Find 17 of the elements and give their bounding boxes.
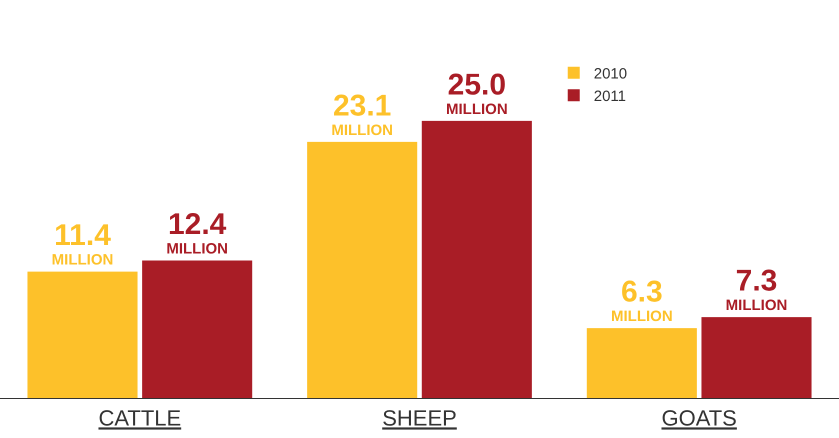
bar bbox=[701, 317, 812, 398]
bar bbox=[142, 260, 252, 398]
bar bbox=[27, 272, 138, 398]
x-tick-label: SHEEP bbox=[382, 405, 457, 430]
bar bbox=[422, 120, 532, 398]
legend-label: 2011 bbox=[594, 88, 626, 106]
data-label: 7.3 MILLION bbox=[726, 264, 788, 314]
bar bbox=[586, 328, 697, 398]
data-label: 23.1 MILLION bbox=[331, 89, 393, 139]
data-label: 6.3 MILLION bbox=[611, 276, 673, 326]
data-label: 25.0 MILLION bbox=[446, 68, 508, 118]
legend-label: 2010 bbox=[594, 66, 628, 83]
bar bbox=[307, 142, 418, 398]
data-label: 11.4 MILLION bbox=[52, 219, 114, 269]
x-tick-label: CATTLE bbox=[98, 405, 182, 430]
data-label: 12.4 MILLION bbox=[166, 208, 228, 258]
x-tick-label: GOATS bbox=[661, 405, 737, 430]
